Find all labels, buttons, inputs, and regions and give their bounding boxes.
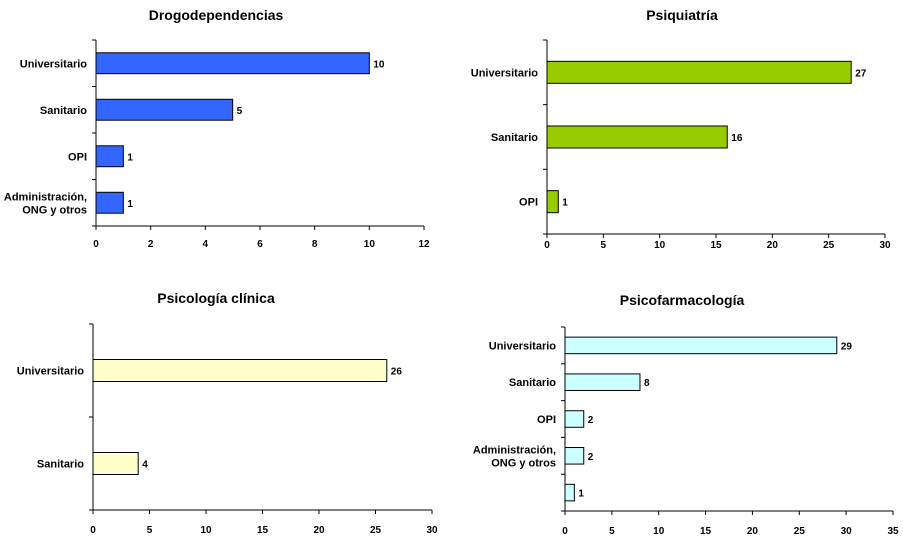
x-tick-label: 10 [654, 240, 666, 251]
category-label: ONG y otros [491, 457, 556, 469]
category-label: Sanitario [509, 377, 556, 389]
data-label: 2 [588, 415, 594, 426]
x-tick-label: 15 [700, 526, 712, 537]
bar [564, 410, 585, 428]
chart-psiquiatria: Psiquiatría 0 5 10 15 20 25 30 27 Universitario 16… [471, 7, 891, 251]
chart-title: Psiquiatría [646, 7, 718, 23]
bar [92, 452, 139, 475]
category-label: OPI [68, 151, 87, 163]
chart-psicofarmacologia: Psicofarmacología 0 5 10 15 20 25 30 35 29 Univers… [473, 292, 899, 537]
x-tick-label: 12 [418, 239, 430, 250]
x-tick-label: 20 [313, 525, 325, 536]
category-label: Sanitario [491, 132, 538, 144]
data-label: 16 [731, 133, 743, 144]
data-label: 5 [237, 106, 243, 117]
x-tick-label: 4 [203, 239, 209, 250]
x-tick-label: 30 [841, 526, 853, 537]
category-label: ONG y otros [22, 204, 87, 216]
x-tick-label: 15 [710, 240, 722, 251]
x-tick-label: 6 [257, 239, 263, 250]
bar [546, 60, 852, 84]
chart-title: Drogodependencias [149, 7, 284, 23]
data-label: 4 [142, 460, 148, 471]
data-label: 1 [127, 199, 133, 210]
bar [564, 336, 838, 355]
x-tick-label: 5 [147, 525, 153, 536]
chart-title: Psicofarmacología [620, 292, 745, 308]
category-label: Administración, [4, 191, 87, 203]
x-tick-label: 10 [653, 526, 665, 537]
data-label: 8 [644, 378, 650, 389]
data-label: 1 [578, 489, 584, 500]
data-label: 1 [127, 152, 133, 163]
x-tick-label: 15 [257, 525, 269, 536]
bar [95, 145, 124, 168]
x-tick-label: 35 [887, 526, 899, 537]
bar [546, 190, 559, 214]
bar [95, 52, 370, 75]
category-label: Administración, [473, 444, 556, 456]
bar [92, 359, 388, 382]
x-tick-label: 0 [93, 239, 99, 250]
x-tick-label: 10 [364, 239, 376, 250]
category-label: Sanitario [40, 105, 87, 117]
category-label: OPI [519, 197, 538, 209]
x-tick-label: 25 [370, 525, 382, 536]
data-label: 2 [588, 452, 594, 463]
data-label: 27 [855, 68, 867, 79]
x-tick-label: 10 [200, 525, 212, 536]
x-tick-label: 25 [794, 526, 806, 537]
chart-psicologia-clinica: Psicología clínica 0 5 10 15 20 25 30 26 Universi… [17, 290, 438, 536]
x-tick-label: 20 [767, 240, 779, 251]
x-tick-label: 5 [609, 526, 615, 537]
category-label: Sanitario [37, 459, 84, 471]
data-label: 29 [841, 341, 853, 352]
category-label: Universitario [20, 58, 88, 70]
chart-title: Psicología clínica [157, 290, 275, 306]
bar [95, 191, 124, 214]
x-tick-label: 0 [544, 240, 550, 251]
x-tick-label: 2 [148, 239, 154, 250]
bar [95, 98, 234, 121]
category-label: Universitario [489, 340, 557, 352]
bar [564, 483, 575, 502]
x-tick-label: 20 [747, 526, 759, 537]
data-label: 1 [562, 198, 568, 209]
x-tick-label: 0 [562, 526, 568, 537]
category-label: OPI [537, 414, 556, 426]
x-tick-label: 8 [312, 239, 318, 250]
x-tick-label: 30 [426, 525, 438, 536]
x-tick-label: 25 [823, 240, 835, 251]
category-label: Universitario [471, 67, 539, 79]
x-tick-label: 5 [601, 240, 607, 251]
bar [564, 373, 641, 391]
x-tick-label: 30 [879, 240, 891, 251]
x-tick-label: 0 [90, 525, 96, 536]
data-label: 26 [391, 367, 403, 378]
bar [564, 447, 585, 465]
chart-drogodependencias: Drogodependencias 0 2 4 6 8 10 12 10 Universitari… [4, 7, 430, 250]
bar [546, 125, 728, 149]
data-label: 10 [373, 59, 385, 70]
category-label: Universitario [17, 366, 85, 378]
